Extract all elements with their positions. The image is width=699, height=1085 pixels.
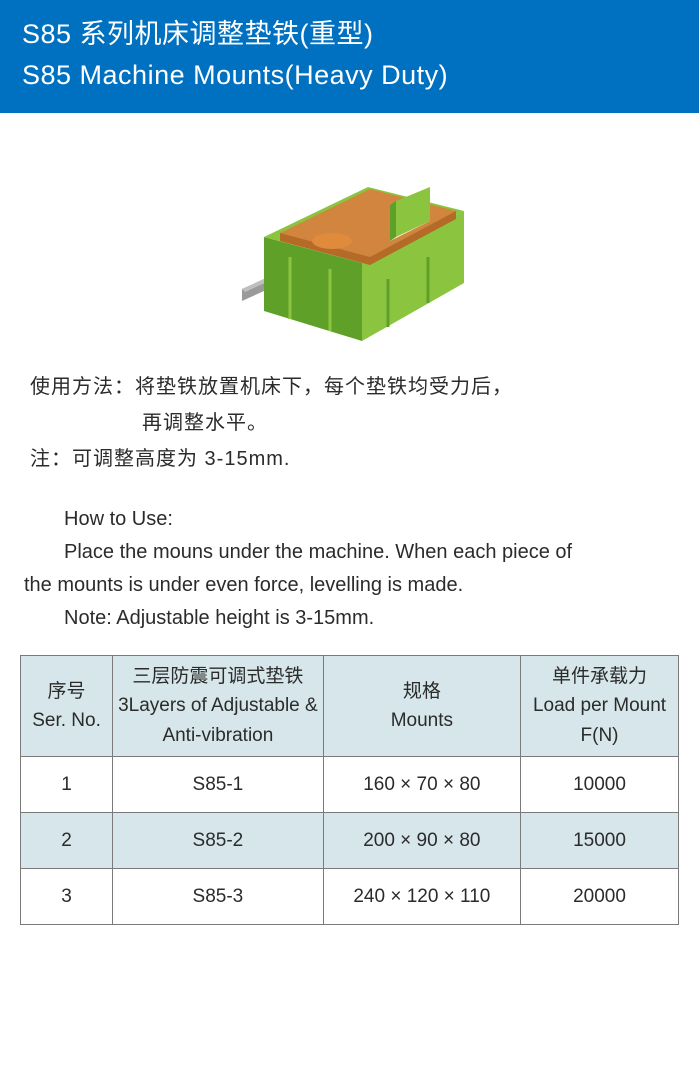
desc-en-line4: Note: Adjustable height is 3-15mm. [24, 602, 675, 635]
spec-table-wrap: 序号 Ser. No. 三层防震可调式垫铁 3Layers of Adjusta… [0, 635, 699, 925]
cell-no: 1 [21, 757, 113, 813]
cell-load: 20000 [521, 869, 679, 925]
top-slot-left [390, 201, 396, 241]
machine-mount-icon [220, 141, 480, 341]
logo-oval [312, 233, 352, 249]
th-spec: 规格 Mounts [323, 656, 520, 757]
th-model-en: 3Layers of Adjustable & Anti-vibration [117, 691, 319, 750]
th-model-cn: 三层防震可调式垫铁 [117, 662, 319, 691]
desc-en-line3: the mounts is under even force, levellin… [24, 569, 675, 602]
desc-cn-line1: 使用方法：将垫铁放置机床下，每个垫铁均受力后， [30, 369, 669, 405]
th-load-en: Load per Mount F(N) [525, 691, 674, 750]
desc-en-line2: Place the mouns under the machine. When … [24, 536, 675, 569]
cell-no: 3 [21, 869, 113, 925]
cell-spec: 200 × 90 × 80 [323, 813, 520, 869]
desc-en-line1: How to Use: [24, 503, 675, 536]
cell-model: S85-3 [113, 869, 324, 925]
cell-model: S85-2 [113, 813, 324, 869]
th-spec-en: Mounts [328, 706, 516, 735]
cell-spec: 160 × 70 × 80 [323, 757, 520, 813]
th-serial-en: Ser. No. [25, 706, 108, 735]
th-serial: 序号 Ser. No. [21, 656, 113, 757]
spec-table: 序号 Ser. No. 三层防震可调式垫铁 3Layers of Adjusta… [20, 655, 679, 925]
description-cn: 使用方法：将垫铁放置机床下，每个垫铁均受力后， 再调整水平。 注：可调整高度为 … [0, 359, 699, 477]
th-spec-cn: 规格 [328, 677, 516, 706]
description-en: How to Use: Place the mouns under the ma… [0, 477, 699, 635]
table-row: 3 S85-3 240 × 120 × 110 20000 [21, 869, 679, 925]
product-image-wrap [0, 113, 699, 359]
table-row: 2 S85-2 200 × 90 × 80 15000 [21, 813, 679, 869]
th-serial-cn: 序号 [25, 677, 108, 706]
th-load-cn: 单件承载力 [525, 662, 674, 691]
th-model: 三层防震可调式垫铁 3Layers of Adjustable & Anti-v… [113, 656, 324, 757]
cell-model: S85-1 [113, 757, 324, 813]
table-row: 1 S85-1 160 × 70 × 80 10000 [21, 757, 679, 813]
cell-load: 10000 [521, 757, 679, 813]
th-load: 单件承载力 Load per Mount F(N) [521, 656, 679, 757]
cell-load: 15000 [521, 813, 679, 869]
cell-no: 2 [21, 813, 113, 869]
title-en: S85 Machine Mounts(Heavy Duty) [22, 55, 677, 96]
table-header-row: 序号 Ser. No. 三层防震可调式垫铁 3Layers of Adjusta… [21, 656, 679, 757]
title-header: S85 系列机床调整垫铁(重型) S85 Machine Mounts(Heav… [0, 0, 699, 113]
desc-cn-line3: 注：可调整高度为 3-15mm. [30, 441, 669, 477]
cell-spec: 240 × 120 × 110 [323, 869, 520, 925]
desc-cn-line2: 再调整水平。 [30, 405, 669, 441]
title-cn: S85 系列机床调整垫铁(重型) [22, 14, 677, 55]
